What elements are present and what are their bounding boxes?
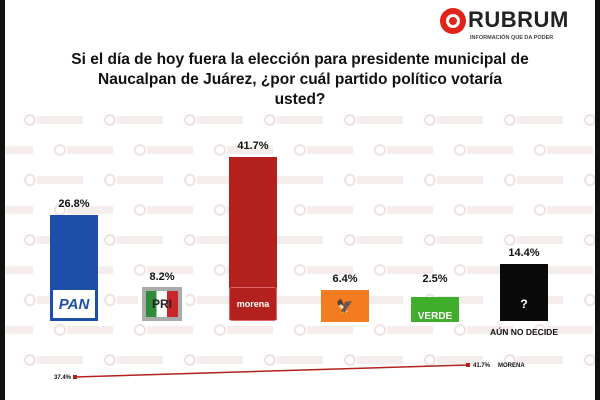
party-logo-0: PAN xyxy=(50,287,98,321)
right-border xyxy=(595,0,600,400)
watermark-mark xyxy=(134,204,193,216)
watermark-mark xyxy=(54,144,113,156)
watermark-mark xyxy=(534,324,593,336)
logo-word: RUBRUM xyxy=(468,7,569,32)
title-line: Si el día de hoy fuera la elección para … xyxy=(71,51,529,68)
watermark-mark xyxy=(504,174,563,186)
watermark-mark xyxy=(104,234,163,246)
watermark-mark xyxy=(184,114,243,126)
party-logo-2: morena xyxy=(229,287,277,321)
watermark-mark xyxy=(534,144,593,156)
watermark-mark xyxy=(24,174,83,186)
watermark-mark xyxy=(344,114,403,126)
watermark-mark xyxy=(294,144,353,156)
watermark-mark xyxy=(134,264,193,276)
watermark-mark xyxy=(534,204,593,216)
watermark-mark xyxy=(134,324,193,336)
watermark-mark xyxy=(264,354,323,366)
watermark-mark xyxy=(454,204,513,216)
watermark-mark xyxy=(24,354,83,366)
party-logo-1: PRI xyxy=(142,287,182,321)
title-line: Naucalpan de Juárez, ¿por cuál partido p… xyxy=(98,71,502,88)
watermark-mark xyxy=(344,234,403,246)
watermark-mark xyxy=(104,354,163,366)
watermark-mark xyxy=(134,144,193,156)
watermark-mark xyxy=(0,146,33,154)
watermark-mark xyxy=(184,354,243,366)
watermark-mark xyxy=(374,144,433,156)
trend-party-label: MORENA xyxy=(498,363,525,369)
watermark-mark xyxy=(504,114,563,126)
watermark-mark xyxy=(0,326,33,334)
watermark-mark xyxy=(214,324,273,336)
watermark-mark xyxy=(424,234,483,246)
watermark-mark xyxy=(424,174,483,186)
watermark-mark xyxy=(104,174,163,186)
data-label: 2.5% xyxy=(422,273,448,285)
watermark-mark xyxy=(344,174,403,186)
title-line: usted? xyxy=(274,91,326,108)
watermark-mark xyxy=(184,174,243,186)
watermark-mark xyxy=(424,354,483,366)
watermark-mark xyxy=(0,206,33,214)
logo-ring-icon xyxy=(440,8,466,34)
category-label-undecided: AÚN NO DECIDE xyxy=(489,327,558,337)
watermark-mark xyxy=(504,234,563,246)
watermark-mark xyxy=(374,324,433,336)
watermark-mark xyxy=(104,114,163,126)
watermark-mark xyxy=(0,266,33,274)
watermark-mark xyxy=(374,264,433,276)
data-label: 26.8% xyxy=(58,198,90,211)
rubrum-logo: RUBRUM INFORMACIÓN QUE DA PODER xyxy=(440,8,580,48)
watermark-mark xyxy=(184,234,243,246)
watermark-mark xyxy=(294,204,353,216)
watermark-mark xyxy=(374,204,433,216)
watermark-mark xyxy=(214,144,273,156)
watermark-mark xyxy=(54,324,113,336)
chart-title: Si el día de hoy fuera la elección para … xyxy=(30,50,570,110)
trend-point-end xyxy=(466,363,470,367)
watermark-mark xyxy=(454,324,513,336)
data-label: 6.4% xyxy=(332,273,358,285)
data-label: 14.4% xyxy=(508,246,540,259)
logo-tagline: INFORMACIÓN QUE DA PODER xyxy=(470,35,554,41)
watermark-mark xyxy=(294,264,353,276)
data-label: 8.2% xyxy=(149,271,175,284)
party-logo-3: 🦅 xyxy=(321,290,369,322)
trend-label-start: 37.4% xyxy=(54,375,72,381)
watermark-mark xyxy=(424,114,483,126)
watermark-mark xyxy=(24,114,83,126)
left-border xyxy=(0,0,5,400)
watermark-mark xyxy=(294,324,353,336)
party-logo-5: ? xyxy=(500,287,548,321)
party-logo-4: VERDE xyxy=(411,297,459,322)
watermark-mark xyxy=(454,144,513,156)
trend-line xyxy=(74,364,469,378)
watermark-mark xyxy=(344,354,403,366)
trend-label-end: 41.7% xyxy=(473,363,491,369)
trend-point-start xyxy=(73,375,77,379)
watermark-mark xyxy=(454,264,513,276)
watermark-mark xyxy=(504,354,563,366)
watermark-mark xyxy=(264,114,323,126)
watermark-mark xyxy=(54,204,113,216)
data-label: 41.7% xyxy=(237,140,269,153)
